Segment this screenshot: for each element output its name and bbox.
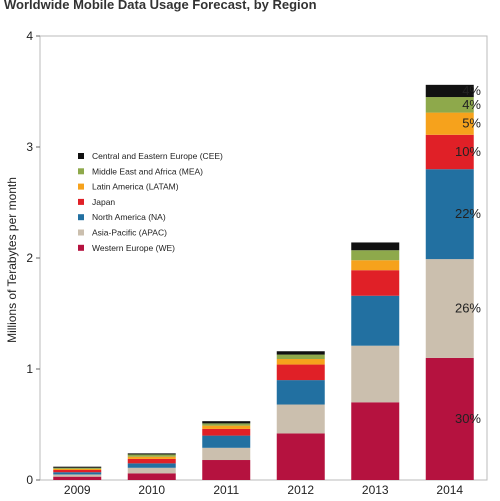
y-tick-label: 2: [26, 251, 33, 265]
bar-segment: [425, 357, 474, 480]
bar-segment: [351, 345, 400, 403]
bar-segment: [53, 470, 102, 473]
y-tick-label: 0: [26, 473, 33, 487]
bar-segment: [276, 354, 325, 360]
legend-item: Western Europe (WE): [78, 243, 175, 253]
percent-label: 26%: [455, 301, 481, 316]
legend-swatch: [78, 229, 84, 236]
bar-segment: [351, 250, 400, 261]
plot-frame: [39, 35, 488, 481]
bar-segment: [351, 295, 400, 346]
x-tick-label: 2011: [213, 483, 239, 497]
legend-label: Latin America (LATAM): [92, 182, 179, 192]
bar-segment: [127, 456, 176, 459]
bar-segment: [127, 453, 176, 455]
bar-segment: [425, 169, 474, 260]
bar-segment: [202, 428, 251, 436]
bar-segment: [202, 425, 251, 429]
bar-segment: [351, 242, 400, 251]
x-tick-label: 2010: [138, 483, 165, 497]
bar-segment: [53, 467, 102, 469]
x-tick-label: 2012: [287, 483, 314, 497]
legend-swatch: [78, 198, 84, 205]
bar-segment: [276, 351, 325, 355]
bar-segment: [53, 468, 102, 471]
bar-segment: [202, 421, 251, 424]
percent-label: 10%: [455, 144, 481, 159]
legend-label: Middle East and Africa (MEA): [92, 166, 203, 176]
legend-swatch: [78, 244, 84, 251]
percent-labels: 4%4% 5% 10% 22% 26% 30%: [455, 83, 481, 426]
legend-swatch: [78, 183, 84, 190]
y-tick-label: 4: [26, 29, 33, 43]
legend: Central and Eastern Europe (CEE) Middle E…: [78, 151, 223, 253]
bar-segment: [127, 467, 176, 474]
legend-item: Middle East and Africa (MEA): [78, 166, 203, 176]
bar-segment: [53, 466, 102, 468]
x-axis-ticks: 2009 2010 2011 2012 2013 2014: [64, 483, 464, 497]
legend-item: North America (NA): [78, 212, 166, 222]
legend-swatch: [78, 168, 84, 175]
bar-segment: [425, 97, 474, 113]
legend-item: Asia-Pacific (APAC): [78, 228, 167, 238]
percent-label: 5%: [462, 116, 481, 131]
chart-title: Worldwide Mobile Data Usage Forecast, by…: [4, 0, 317, 12]
bar-segment: [351, 270, 400, 296]
bar-segment: [276, 380, 325, 405]
bar-segment: [276, 433, 325, 480]
y-tick-label: 1: [26, 362, 33, 376]
legend-item: Japan: [78, 197, 115, 207]
bar-segment: [53, 474, 102, 477]
x-tick-label: 2014: [436, 483, 463, 497]
legend-item: Central and Eastern Europe (CEE): [78, 151, 223, 161]
bar-segment: [127, 463, 176, 468]
legend-label: Western Europe (WE): [92, 243, 175, 253]
percent-label: 30%: [455, 411, 481, 426]
bar-segment: [127, 458, 176, 464]
bar-segment: [202, 423, 251, 426]
percent-label: 22%: [455, 206, 481, 221]
bar-segment: [202, 460, 251, 480]
bars: [53, 84, 474, 480]
bar-segment: [53, 472, 102, 475]
percent-label: 4%: [462, 83, 481, 98]
bar-segment: [276, 404, 325, 434]
percent-label: 4%: [462, 97, 481, 112]
bar-segment: [202, 447, 251, 461]
x-tick-label: 2013: [362, 483, 389, 497]
plot-border: [39, 35, 488, 481]
bar-segment: [202, 435, 251, 448]
y-axis-ticks: 0 1 2 3 4: [26, 29, 40, 487]
y-axis-label: Millions of Terabytes per month: [5, 177, 19, 343]
bar-segment: [127, 473, 176, 480]
bar-segment: [276, 359, 325, 365]
bar-segment: [425, 134, 474, 170]
legend-swatch: [78, 153, 84, 159]
bar-segment: [53, 476, 102, 480]
bar-segment: [351, 260, 400, 271]
legend-label: Asia-Pacific (APAC): [92, 228, 167, 238]
legend-swatch: [78, 214, 84, 221]
x-tick-label: 2009: [64, 483, 91, 497]
bar-segment: [127, 454, 176, 457]
bar-segment: [425, 84, 474, 98]
y-tick-label: 3: [26, 140, 33, 154]
legend-label: Central and Eastern Europe (CEE): [92, 151, 223, 161]
bar-segment: [425, 259, 474, 358]
bar-segment: [351, 402, 400, 480]
legend-label: Japan: [92, 197, 115, 207]
bar-segment: [276, 364, 325, 381]
bar-segment: [425, 112, 474, 135]
legend-label: North America (NA): [92, 212, 166, 222]
legend-item: Latin America (LATAM): [78, 182, 179, 192]
